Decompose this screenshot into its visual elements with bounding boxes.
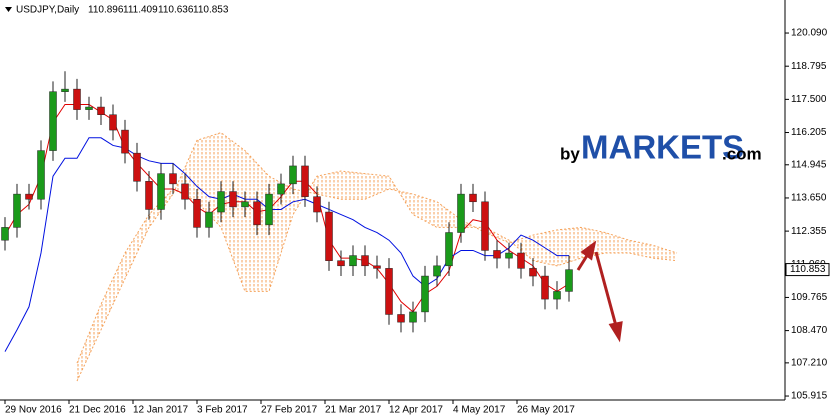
header-open: 110.896 [88,5,124,16]
candle-body [505,252,513,259]
candle-body [37,150,45,200]
candle-body [205,211,213,228]
symbol-label: USDJPY,Daily [16,5,79,16]
x-tick-label: 29 Nov 2016 [5,405,62,416]
candle-body [253,201,261,226]
x-tick-label: 12 Apr 2017 [389,405,443,416]
candle-body [457,193,465,233]
x-tick-label: 26 May 2017 [517,405,575,416]
candle-body [1,227,9,241]
candle-body [445,232,453,267]
x-tick-label: 21 Dec 2016 [69,405,126,416]
candle-body [157,173,165,210]
candle-body [241,201,249,208]
y-tick-label: 109.765 [791,292,828,303]
cloud-span [76,132,678,382]
candle-body [565,269,573,292]
y-tick-label: 112.355 [791,226,827,237]
candle-body [265,193,273,226]
candle-body [61,88,69,92]
arrow-down [594,251,618,327]
candle-body [133,152,141,182]
candle-body [313,196,321,213]
y-tick-label: 118.795 [791,61,827,72]
candle-body [73,88,81,110]
menu-icon[interactable] [5,7,12,12]
candle-body [97,106,105,115]
x-tick-label: 12 Jan 2017 [133,405,188,416]
candle-body [421,275,429,313]
x-tick-label: 4 May 2017 [453,405,506,416]
candle-body [529,268,537,277]
y-tick-label: 120.090 [791,28,828,39]
candle-body [13,193,21,228]
watermark-prefix: by [560,144,580,163]
cloud-area [77,132,677,382]
candle-body [409,311,417,323]
last-price-label: 110.853 [790,264,826,275]
last-price-box [785,263,830,277]
plot-area [0,0,785,400]
arrow-head [580,240,597,261]
candle-body [541,275,549,300]
candle-body [229,191,237,208]
candle-body [289,165,297,185]
watermark-name: MARKETS [581,129,744,166]
candle-body [25,193,33,200]
candle-body [217,191,225,213]
forecast-arrows [576,240,623,343]
candle-body [145,181,153,210]
candle-body [109,114,117,131]
candle-body [49,91,57,151]
watermark: by MARKETS .com [560,129,762,166]
candle-body [493,250,501,259]
header-high: 111.409 [123,5,158,16]
x-tick-label: 27 Feb 2017 [261,405,318,416]
y-tick-label: 107.210 [791,358,828,369]
candle-body [361,255,369,267]
arrow-head [608,321,623,343]
y-tick-label: 105.915 [791,391,828,402]
candle-body [481,201,489,251]
candle-body [553,291,561,300]
x-tick-label: 3 Feb 2017 [197,405,248,416]
y-tick-label: 114.945 [791,159,827,170]
indicator-line [4,137,569,352]
header-close: 110.853 [193,5,229,16]
header-low: 110.636 [158,5,194,16]
candle-body [301,165,309,197]
candle-body [169,173,177,185]
candle-body [337,260,345,267]
candle-body [349,255,357,267]
candle-body [397,314,405,323]
candle-body [85,106,93,110]
candle-body [517,252,525,269]
x-tick-label: 21 Mar 2017 [325,405,382,416]
arrow-up [576,253,590,271]
candle-body [181,183,189,200]
candle-body [121,129,129,154]
candle-body [277,183,285,195]
candle-body [385,268,393,315]
y-tick-label: 117.500 [791,94,827,105]
y-tick-label: 116.205 [791,127,827,138]
candle-body [433,265,441,277]
candle-body [469,193,477,203]
candle-body [373,265,381,269]
candle-body [193,198,201,228]
watermark-suffix: .com [722,144,762,163]
candle-body [325,211,333,261]
y-tick-label: 108.470 [791,325,828,336]
y-tick-label: 113.650 [791,193,827,204]
